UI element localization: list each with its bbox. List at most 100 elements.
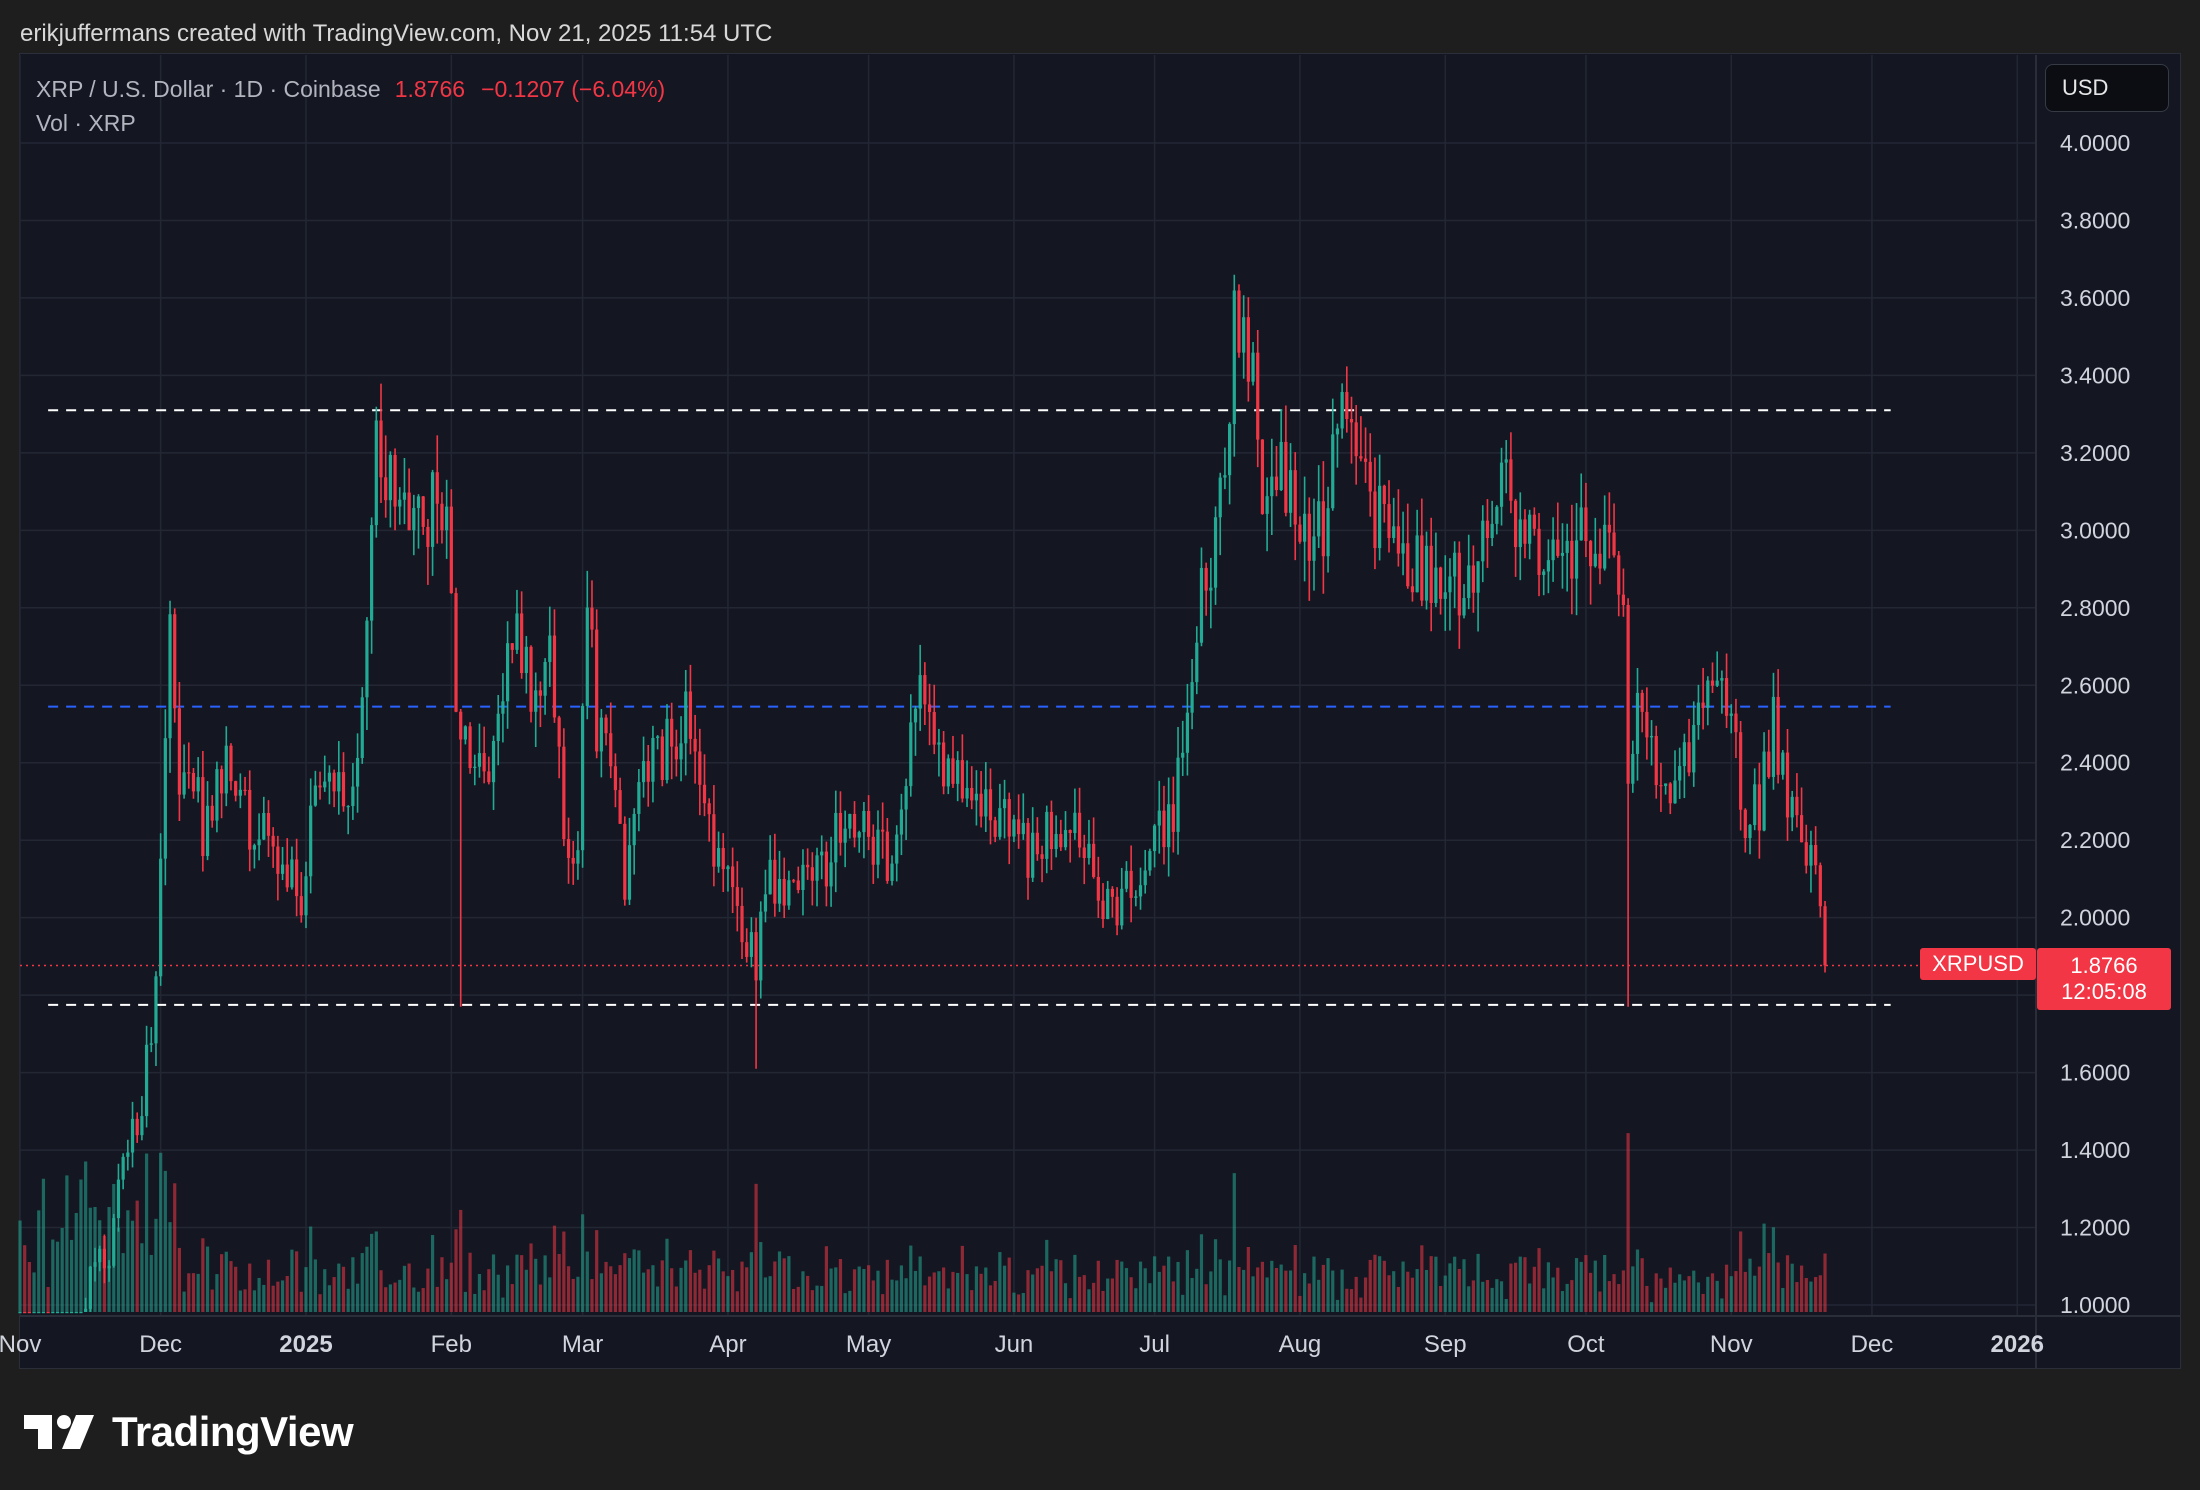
candle-body[interactable] xyxy=(454,593,458,712)
candle-body[interactable] xyxy=(1720,678,1724,681)
candle-body[interactable] xyxy=(1565,540,1569,553)
candle-body[interactable] xyxy=(548,635,552,662)
candle-body[interactable] xyxy=(716,848,721,867)
candle-body[interactable] xyxy=(688,691,693,739)
candle-body[interactable] xyxy=(1598,553,1602,569)
candle-body[interactable] xyxy=(1134,896,1138,898)
candle-body[interactable] xyxy=(27,1312,31,1314)
candle-body[interactable] xyxy=(1106,888,1110,920)
candle-body[interactable] xyxy=(416,496,421,508)
candle-body[interactable] xyxy=(487,771,491,783)
candle-body[interactable] xyxy=(346,806,350,808)
candle-body[interactable] xyxy=(609,733,613,767)
candle-body[interactable] xyxy=(745,942,749,957)
candle-body[interactable] xyxy=(651,737,655,782)
candle-body[interactable] xyxy=(374,420,378,526)
candle-body[interactable] xyxy=(1237,290,1241,353)
candle-body[interactable] xyxy=(360,697,364,759)
candle-body[interactable] xyxy=(641,761,646,783)
candle-body[interactable] xyxy=(946,758,950,787)
candle-body[interactable] xyxy=(1054,834,1058,850)
candle-body[interactable] xyxy=(707,803,711,815)
candle-body[interactable] xyxy=(1804,842,1808,866)
candle-body[interactable] xyxy=(576,850,580,864)
candle-body[interactable] xyxy=(787,880,791,906)
candle-body[interactable] xyxy=(224,745,228,794)
candle-body[interactable] xyxy=(1148,851,1152,871)
candle-body[interactable] xyxy=(74,1312,78,1314)
candle-body[interactable] xyxy=(426,526,430,547)
candle-body[interactable] xyxy=(1429,545,1433,604)
candle-body[interactable] xyxy=(1631,753,1635,784)
candle-body[interactable] xyxy=(1157,810,1161,826)
candle-body[interactable] xyxy=(520,613,524,674)
candle-body[interactable] xyxy=(309,805,313,877)
candle-body[interactable] xyxy=(1002,799,1007,809)
candle-body[interactable] xyxy=(23,1312,27,1314)
candle-body[interactable] xyxy=(552,635,557,718)
candle-body[interactable] xyxy=(1359,456,1363,459)
candle-body[interactable] xyxy=(201,777,205,857)
candle-body[interactable] xyxy=(163,738,167,859)
candle-body[interactable] xyxy=(1115,896,1119,926)
candle-body[interactable] xyxy=(379,420,383,478)
candle-body[interactable] xyxy=(191,773,196,792)
candle-body[interactable] xyxy=(1110,888,1114,897)
candle-body[interactable] xyxy=(1584,507,1588,542)
candle-body[interactable] xyxy=(1799,815,1804,843)
candle-body[interactable] xyxy=(1326,508,1330,557)
candle-body[interactable] xyxy=(1635,692,1640,754)
candle-body[interactable] xyxy=(1443,592,1447,599)
candle-body[interactable] xyxy=(1218,477,1222,518)
candle-body[interactable] xyxy=(1270,476,1274,497)
candle-body[interactable] xyxy=(351,786,355,807)
candle-body[interactable] xyxy=(1523,519,1527,544)
candle-body[interactable] xyxy=(1767,751,1771,777)
candle-body[interactable] xyxy=(543,661,547,696)
candle-body[interactable] xyxy=(121,1156,125,1180)
candle-body[interactable] xyxy=(1288,470,1293,513)
candle-body[interactable] xyxy=(1593,553,1597,567)
candle-body[interactable] xyxy=(881,829,885,832)
candle-body[interactable] xyxy=(1167,804,1171,848)
candle-body[interactable] xyxy=(1223,475,1227,478)
candle-body[interactable] xyxy=(243,789,247,792)
candle-body[interactable] xyxy=(130,1118,135,1153)
candle-body[interactable] xyxy=(238,789,242,796)
candle-body[interactable] xyxy=(960,760,964,799)
candle-body[interactable] xyxy=(1293,470,1297,525)
candle-body[interactable] xyxy=(1696,702,1701,726)
candle-body[interactable] xyxy=(463,726,467,740)
candle-body[interactable] xyxy=(93,1262,97,1267)
candle-body[interactable] xyxy=(1321,501,1325,557)
currency-button[interactable]: USD xyxy=(2045,64,2169,112)
candle-body[interactable] xyxy=(1345,392,1349,419)
candle-body[interactable] xyxy=(304,876,308,916)
candle-body[interactable] xyxy=(1312,536,1316,561)
candle-body[interactable] xyxy=(285,864,289,888)
candle-body[interactable] xyxy=(796,880,800,891)
candle-body[interactable] xyxy=(102,1248,106,1269)
candle-body[interactable] xyxy=(1499,462,1504,507)
candle-body[interactable] xyxy=(41,1312,46,1314)
candle-body[interactable] xyxy=(1724,678,1729,716)
candle-body[interactable] xyxy=(421,496,425,527)
candle-body[interactable] xyxy=(763,894,768,912)
candle-body[interactable] xyxy=(1340,392,1344,429)
candle-body[interactable] xyxy=(276,846,280,874)
candle-body[interactable] xyxy=(1251,352,1255,382)
candle-body[interactable] xyxy=(1574,540,1579,579)
candle-body[interactable] xyxy=(196,777,200,792)
candle-body[interactable] xyxy=(1785,752,1790,818)
candle-body[interactable] xyxy=(824,851,828,887)
candle-body[interactable] xyxy=(51,1312,55,1314)
candle-body[interactable] xyxy=(248,789,252,850)
candle-body[interactable] xyxy=(585,607,589,706)
candle-body[interactable] xyxy=(491,741,496,783)
candle-body[interactable] xyxy=(679,743,683,760)
candle-body[interactable] xyxy=(60,1312,64,1314)
candle-body[interactable] xyxy=(1692,725,1696,773)
candle-body[interactable] xyxy=(370,525,374,621)
candle-body[interactable] xyxy=(1467,565,1471,599)
candle-body[interactable] xyxy=(323,781,327,788)
